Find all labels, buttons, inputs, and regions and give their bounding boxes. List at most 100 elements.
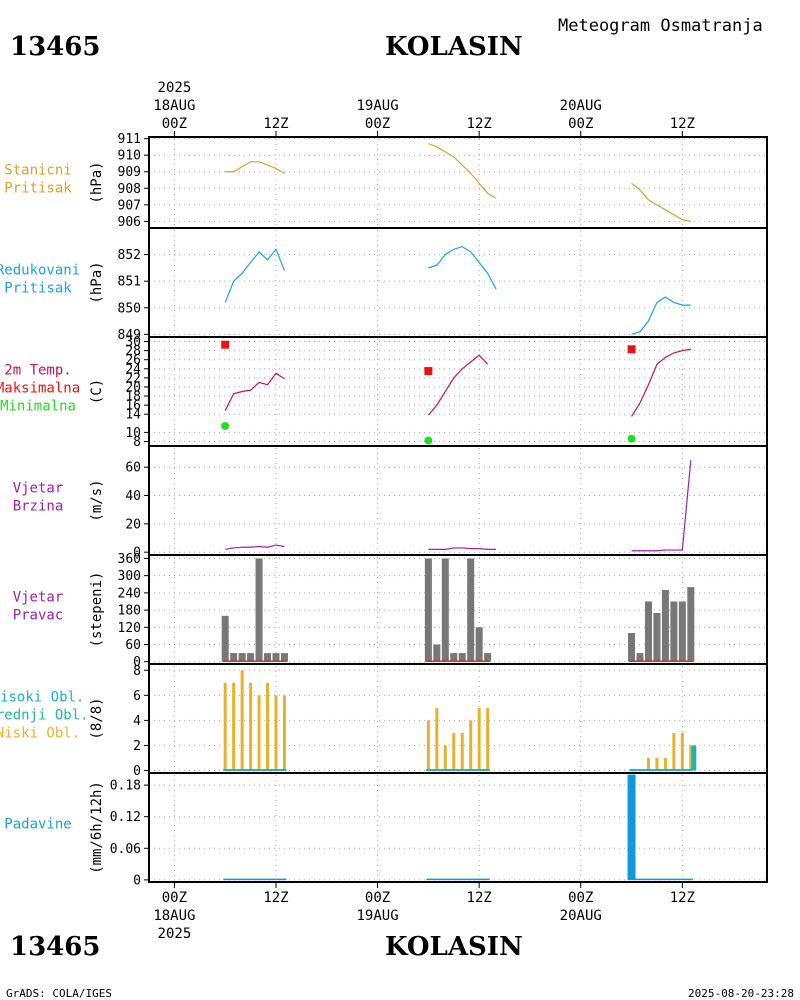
panel-precipitation: 0 0.06 0.12 0.18 (mm/6h/12h) Padavine bbox=[4, 772, 768, 888]
cloud-bar bbox=[486, 707, 490, 771]
cloud-bar bbox=[663, 757, 667, 771]
station-name-bottom: KOLASIN bbox=[385, 932, 523, 962]
panel-label-line: Vjetar bbox=[13, 590, 64, 606]
wind-dir-bar bbox=[458, 653, 466, 662]
panel-label-line: Brzina bbox=[13, 499, 64, 515]
y-tick-label: 360 bbox=[118, 552, 141, 567]
cloud-bar bbox=[672, 732, 676, 771]
series-line bbox=[224, 372, 285, 411]
cloud-bar bbox=[655, 757, 659, 771]
panel-label-line: 2m Temp. bbox=[4, 363, 71, 379]
panel-frame bbox=[148, 772, 768, 883]
series-line bbox=[428, 547, 497, 550]
series-line bbox=[224, 248, 286, 303]
station-name-top: KOLASIN bbox=[385, 32, 523, 62]
y-tick-label: 8 bbox=[133, 664, 141, 679]
station-id-bottom: 13465 bbox=[10, 932, 100, 962]
y-tick-label: 850 bbox=[118, 301, 141, 316]
series-line bbox=[428, 245, 497, 290]
y-tick-label: 14 bbox=[125, 408, 141, 423]
tmax-marker bbox=[221, 340, 230, 349]
cloud-bar bbox=[680, 732, 684, 771]
y-tick-label: 16 bbox=[125, 399, 141, 414]
y-tick-label: 0 bbox=[133, 546, 141, 561]
series-line bbox=[631, 296, 691, 335]
y-tick-label: 20 bbox=[125, 517, 141, 532]
cloud-bar bbox=[282, 695, 286, 771]
x-year-label-bottom: 2025 bbox=[158, 926, 192, 942]
series-line bbox=[631, 348, 691, 417]
chart-title: Meteogram Osmatranja bbox=[558, 16, 763, 36]
panel-frame bbox=[148, 445, 768, 556]
cloud-bar bbox=[691, 745, 695, 771]
y-tick-label: 30 bbox=[125, 335, 141, 350]
cloud-bar bbox=[257, 695, 261, 771]
wind-dir-bar bbox=[653, 612, 661, 662]
y-tick-label: 8 bbox=[133, 435, 141, 450]
y-tick-label: 10 bbox=[125, 426, 141, 441]
cloud-bar bbox=[435, 707, 439, 771]
y-tick-label: 300 bbox=[118, 569, 141, 584]
panel-label-line: Pritisak bbox=[4, 181, 72, 197]
y-tick-label: 0.12 bbox=[110, 810, 141, 825]
cloud-bar bbox=[443, 745, 447, 771]
series-line bbox=[427, 354, 489, 416]
panel-plot-area bbox=[223, 670, 697, 771]
wind-dir-bar bbox=[280, 653, 288, 662]
y-tick-label: 28 bbox=[125, 344, 141, 359]
wind-dir-bar bbox=[484, 653, 492, 662]
panel-plot-area bbox=[225, 460, 692, 552]
y-tick-label: 911 bbox=[118, 132, 141, 147]
wind-dir-bar bbox=[441, 558, 449, 662]
y-unit-label: (stepeni) bbox=[89, 572, 105, 648]
wind-dir-bar bbox=[230, 653, 238, 662]
y-tick-label: 909 bbox=[118, 165, 141, 180]
y-tick-label: 20 bbox=[125, 380, 141, 395]
cloud-bar bbox=[452, 732, 456, 771]
x-hour-label-bottom: 00Z bbox=[365, 890, 390, 906]
panel-frame bbox=[148, 227, 768, 338]
time-axes-group: 00Z 00Z 18AUG 18AUG 2025 2025 12Z 12Z 00Z 00Z 19AU… bbox=[153, 80, 695, 942]
wind-dir-bar bbox=[475, 627, 483, 662]
y-unit-label: (C) bbox=[89, 379, 105, 404]
credit-text: GrADS: COLA/IGES bbox=[6, 987, 112, 1000]
tmin-marker bbox=[627, 434, 636, 443]
y-tick-label: 0.18 bbox=[110, 779, 141, 794]
panel-label-line: Pritisak bbox=[4, 281, 72, 297]
cloud-bar bbox=[240, 670, 244, 771]
y-tick-label: 18 bbox=[125, 390, 141, 405]
panel-plot-area bbox=[224, 245, 691, 335]
y-tick-label: 60 bbox=[125, 461, 141, 476]
station-id-top: 13465 bbox=[10, 32, 100, 62]
x-hour-label-top: 00Z bbox=[162, 116, 187, 132]
cloud-bar bbox=[460, 732, 464, 771]
x-hour-label-top: 12Z bbox=[670, 116, 695, 132]
x-day-label-bottom: 18AUG bbox=[153, 908, 195, 924]
panel-plot-area bbox=[225, 143, 691, 222]
tmax-marker bbox=[627, 345, 636, 354]
wind-dir-bar bbox=[238, 653, 246, 662]
y-tick-label: 0 bbox=[133, 655, 141, 670]
cloud-bar bbox=[689, 745, 693, 771]
cloud-bar bbox=[232, 682, 236, 771]
tmax-marker bbox=[424, 367, 433, 376]
y-tick-label: 0 bbox=[133, 873, 141, 888]
y-unit-label: (hPa) bbox=[89, 261, 105, 303]
y-tick-label: 40 bbox=[125, 489, 141, 504]
y-tick-label: 24 bbox=[125, 362, 141, 377]
y-tick-label: 2 bbox=[133, 739, 141, 754]
y-tick-label: 0.06 bbox=[110, 842, 141, 857]
wind-dir-bar bbox=[661, 589, 669, 662]
x-day-label-top: 18AUG bbox=[153, 98, 195, 114]
wind-dir-bar bbox=[450, 653, 458, 662]
timestamp-text: 2025-08-20-23:28 bbox=[688, 987, 794, 1000]
wind-dir-bar bbox=[687, 587, 695, 662]
panel-plot-area bbox=[223, 774, 693, 881]
series-line bbox=[631, 182, 691, 222]
panel-label-line: Padavine bbox=[4, 817, 71, 833]
x-hour-label-bottom: 12Z bbox=[670, 890, 695, 906]
x-day-label-top: 19AUG bbox=[356, 98, 398, 114]
panel-wind_direction: 0 60 120 180 240 300 360 (stepeni) Vjetar Pravac bbox=[13, 552, 768, 670]
panel-label-line: Niski Obl. bbox=[0, 726, 80, 742]
